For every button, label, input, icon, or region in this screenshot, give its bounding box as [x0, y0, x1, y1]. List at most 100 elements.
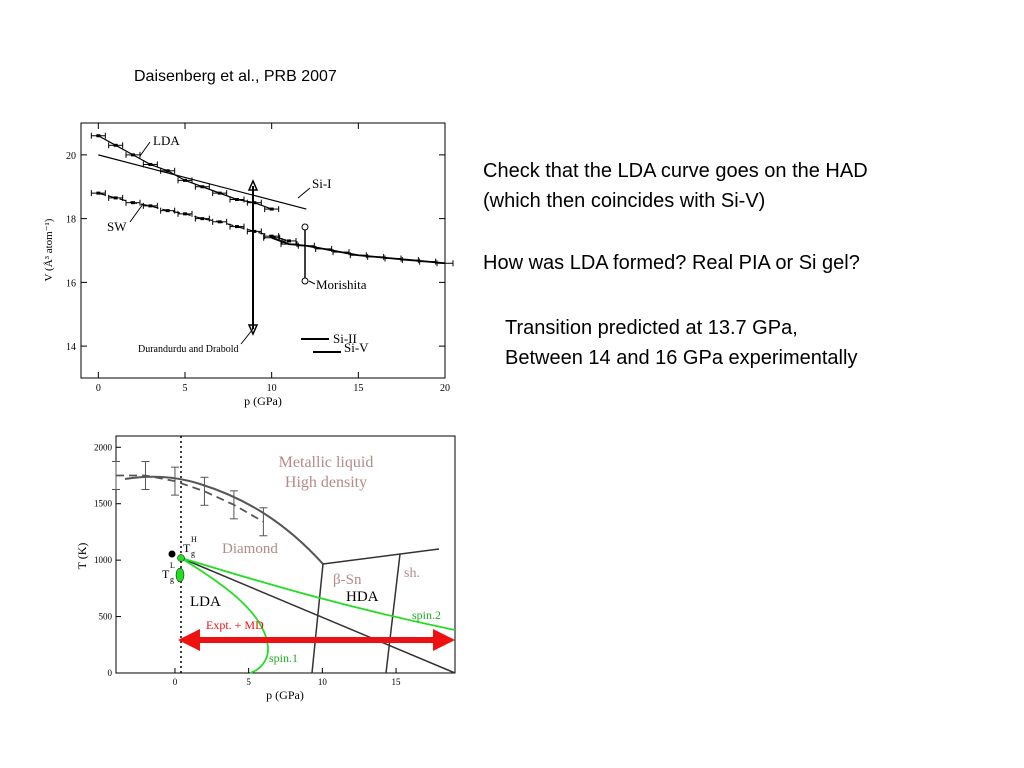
y-tick-label: 18	[66, 215, 76, 226]
x-tick-label: 15	[392, 677, 402, 687]
y-tick-label: 0	[108, 668, 113, 678]
x-tick-label: 15	[353, 383, 363, 394]
high-pressure-branch	[271, 236, 446, 265]
morishita-marker-top	[301, 223, 309, 231]
durandurdu-pointer	[240, 328, 254, 345]
tg-l-t: T	[162, 567, 170, 581]
betasn-sh-boundary	[385, 553, 401, 674]
y-axis-label: V (Å³ atom⁻¹)	[43, 218, 55, 281]
data-point	[235, 198, 239, 201]
si-v-label: Si-V	[344, 340, 369, 355]
data-point	[148, 204, 153, 208]
x-tick-label: 0	[96, 383, 101, 394]
note-line-3: How was LDA formed? Real PIA or Si gel?	[483, 252, 860, 274]
data-point	[269, 234, 274, 238]
data-point	[113, 143, 118, 147]
durandurdu-label: Durandurdu and Drabold	[138, 344, 239, 355]
si-ii-label: Si-II	[333, 331, 357, 346]
lda-label: LDA	[153, 133, 180, 148]
x-tick-label: 10	[318, 677, 328, 687]
data-point	[131, 201, 135, 205]
morishita-pointer	[308, 280, 316, 285]
data-point	[217, 220, 222, 224]
dashed-melting-curve	[116, 474, 264, 523]
sw-pointer	[129, 203, 144, 223]
spin-1-label: spin.1	[269, 651, 298, 665]
data-point	[235, 225, 239, 229]
note-line-1: Check that the LDA curve goes on the HAD	[483, 160, 868, 182]
x-tick-label: 10	[267, 383, 277, 394]
hda-lda-boundary	[180, 557, 456, 674]
tg-h-t: T	[183, 541, 191, 555]
tg-h-sub: g	[191, 549, 195, 558]
tg-l-sup: L	[170, 561, 175, 570]
data-point	[165, 169, 170, 173]
diamond-label: Diamond	[222, 541, 278, 557]
data-point	[252, 229, 257, 233]
sh-label: sh.	[404, 566, 420, 581]
tg-l-marker	[175, 567, 185, 583]
data-point	[148, 162, 153, 166]
morishita-label: Morishita	[316, 277, 367, 292]
data-point	[113, 196, 118, 200]
x-tick-label: 0	[173, 677, 178, 687]
data-point	[96, 134, 101, 138]
data-point	[96, 191, 101, 195]
data-point	[269, 207, 274, 211]
melting-curve	[124, 475, 324, 565]
arrow-head-right	[433, 629, 455, 651]
data-point	[165, 209, 170, 213]
morishita-marker-bottom	[301, 277, 309, 285]
spin-2-curve	[180, 557, 456, 631]
x-tick-label: 5	[246, 677, 251, 687]
y-tick-label: 1500	[94, 499, 113, 509]
spin-1-curve	[180, 557, 269, 674]
citation: Daisenberg et al., PRB 2007	[134, 68, 337, 85]
tg-l-sub: g	[170, 575, 174, 584]
lda-pointer	[139, 141, 151, 157]
si-i-label: Si-I	[312, 176, 332, 191]
series-line-SW	[98, 192, 290, 242]
plot-frame	[80, 122, 446, 379]
note-line-5: Between 14 and 16 GPa experimentally	[505, 347, 858, 369]
x-axis-label: p (GPa)	[266, 688, 304, 702]
phase-diagram-chart: 0 5 10 15 0 500 1000 1500 2000 Metallic liquid H…	[75, 435, 456, 702]
y-tick-label: 16	[66, 278, 76, 289]
tg-h-marker	[168, 550, 176, 558]
y-tick-label: 500	[99, 612, 113, 622]
y-tick-label: 14	[66, 342, 76, 353]
liquid-boundary	[322, 548, 440, 565]
triangle-up-marker	[247, 179, 259, 191]
x-tick-label: 20	[440, 383, 450, 394]
data-point	[200, 185, 205, 189]
data-point	[131, 153, 135, 157]
tg-h-sup: H	[191, 535, 197, 544]
beta-sn-label: β-Sn	[333, 572, 362, 588]
note-line-2: (which then coincides with Si-V)	[483, 190, 766, 212]
arrow-head-left	[178, 629, 200, 651]
high-density-label: High density	[285, 474, 367, 491]
lda-label: LDA	[190, 594, 221, 610]
data-point	[252, 201, 257, 205]
spin-2-label: spin.2	[412, 608, 441, 622]
volume-pressure-chart: 0 5 10 15 20 14 16 18 20 LDA SW Si-I Morishita D…	[43, 122, 454, 408]
y-tick-label: 20	[66, 151, 76, 162]
sw-label: SW	[107, 219, 127, 234]
x-tick-label: 5	[183, 383, 188, 394]
triangle-down-marker	[247, 324, 259, 336]
metallic-liquid-label: Metallic liquid	[279, 454, 374, 471]
si-i-pointer	[297, 187, 311, 199]
tg-h-green-marker	[177, 554, 185, 562]
data-point	[287, 239, 291, 243]
series-line-Si-I	[98, 154, 307, 210]
data-point	[200, 217, 205, 221]
data-point	[183, 212, 187, 216]
y-tick-label: 1000	[94, 555, 113, 565]
y-tick-label: 2000	[94, 442, 113, 452]
data-point	[183, 178, 187, 182]
y-axis-label: T (K)	[75, 543, 89, 570]
data-point	[217, 191, 222, 195]
hda-label: HDA	[346, 589, 379, 605]
x-axis-label: p (GPa)	[244, 394, 282, 408]
plot-frame	[115, 435, 456, 674]
